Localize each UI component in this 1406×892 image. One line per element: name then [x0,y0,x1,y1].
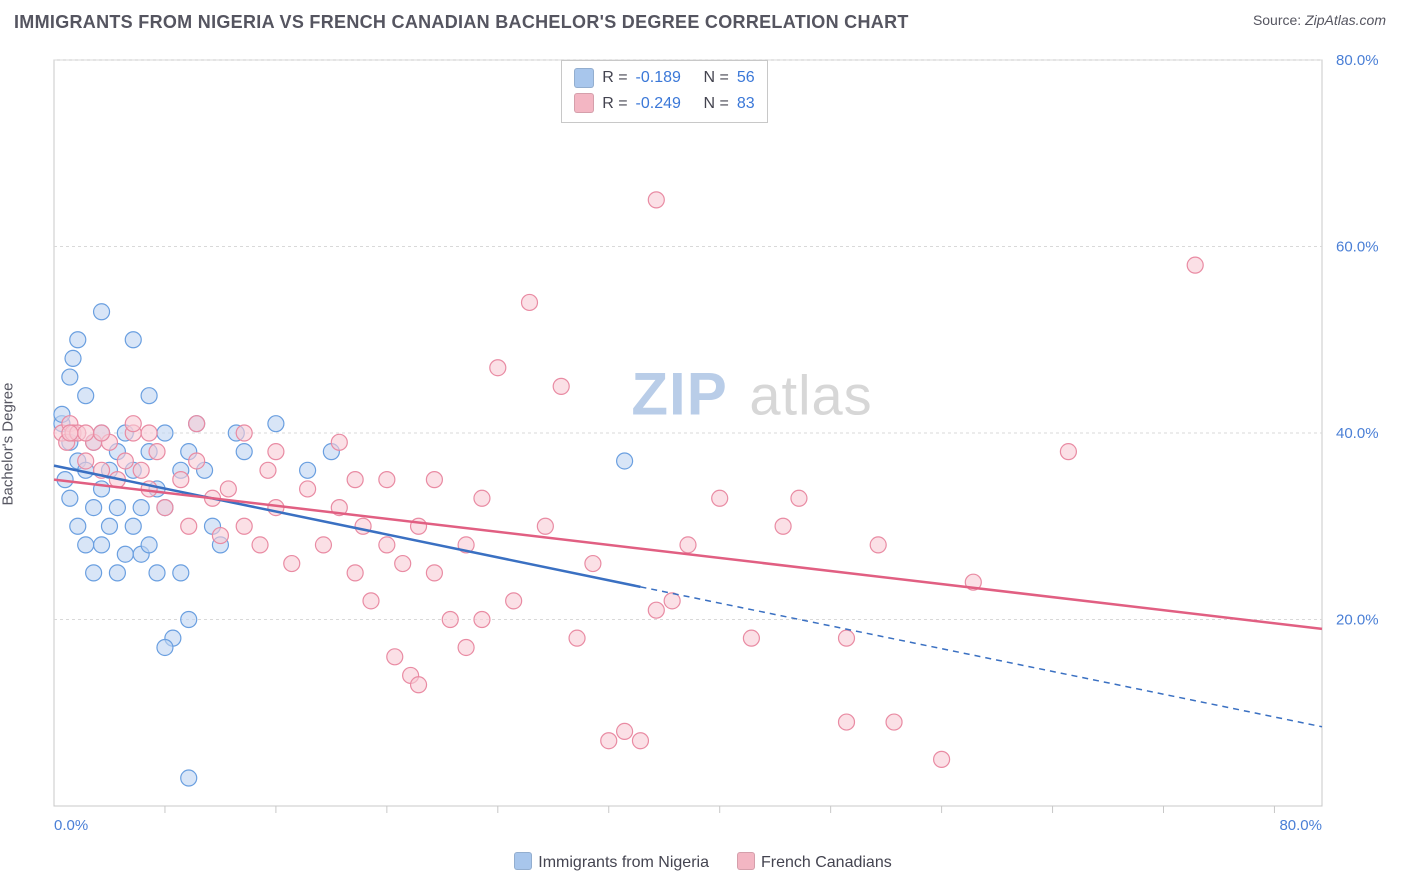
stats-row: R = -0.249 N = 83 [574,91,754,117]
svg-text:ZIP: ZIP [631,360,727,427]
n-value: 56 [737,65,755,91]
chart-area: Bachelor's Degree 20.0%40.0%60.0%80.0%0.… [14,50,1392,878]
r-label: R = [602,91,627,117]
stats-box: R = -0.189 N = 56 R = -0.249 N = 83 [561,60,767,123]
n-label: N = [704,65,729,91]
svg-text:atlas: atlas [749,363,872,426]
y-tick-label: 20.0% [1336,612,1379,629]
r-value: -0.249 [636,91,696,117]
y-axis-label: Bachelor's Degree [0,383,17,506]
legend-item: French Canadians [737,852,892,872]
r-label: R = [602,65,627,91]
source-name: ZipAtlas.com [1305,12,1386,28]
source-label: Source: [1253,12,1305,28]
legend-label: French Canadians [761,854,892,871]
n-label: N = [704,91,729,117]
legend-swatch [574,93,594,113]
legend-swatch [574,68,594,88]
legend-swatch [737,852,755,870]
source-credit: Source: ZipAtlas.com [1253,12,1386,30]
y-tick-label: 60.0% [1336,239,1379,256]
n-value: 83 [737,91,755,117]
legend-label: Immigrants from Nigeria [538,854,709,871]
y-tick-label: 40.0% [1336,425,1379,442]
legend-item: Immigrants from Nigeria [514,852,709,872]
legend-bottom: Immigrants from Nigeria French Canadians [14,852,1392,872]
scatter-chart: 20.0% 40.0% 60.0% 80.0% 0.0% 80.0% ZIP atlas [14,50,1392,844]
x-tick-label: 80.0% [1279,817,1322,834]
legend-swatch [514,852,532,870]
r-value: -0.189 [636,65,696,91]
y-tick-label: 80.0% [1336,52,1379,69]
chart-title: IMMIGRANTS FROM NIGERIA VS FRENCH CANADI… [14,12,909,33]
watermark: ZIP atlas [631,360,872,427]
x-tick-label: 0.0% [54,817,88,834]
stats-row: R = -0.189 N = 56 [574,65,754,91]
